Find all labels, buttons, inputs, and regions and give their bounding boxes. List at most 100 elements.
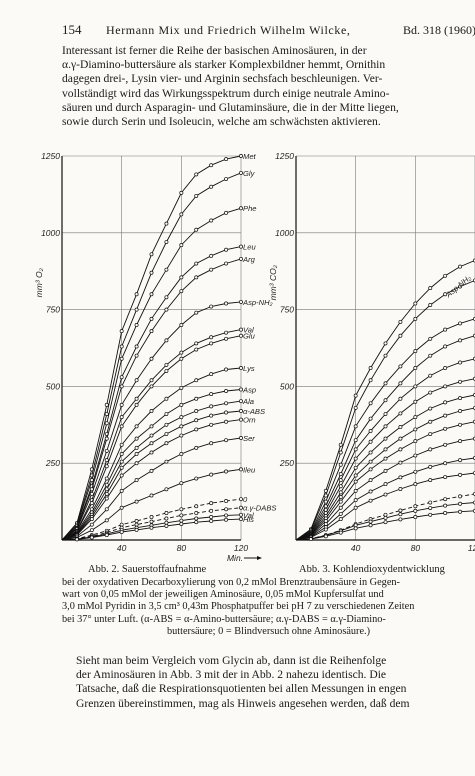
- fig2-data-point: [89, 491, 94, 496]
- fig3-data-point: [368, 517, 373, 522]
- fig2-data-point: [119, 528, 124, 533]
- fig2-data-point: [194, 227, 199, 232]
- fig2-data-point: [74, 530, 79, 535]
- fig2-data-point: [179, 350, 184, 355]
- fig2-data-point: [89, 478, 94, 483]
- fig3-ytick-label: 500: [280, 381, 294, 391]
- fig2-data-point: [134, 378, 139, 383]
- fig2-series-line: [61, 518, 242, 541]
- fig2-data-point: [194, 445, 199, 450]
- fig2-series-label: Ileu: [243, 465, 256, 474]
- fig3-data-point: [308, 530, 313, 535]
- fig3-data-point: [368, 467, 373, 472]
- fig3-data-point: [338, 462, 343, 467]
- fig2-data-point: [119, 415, 124, 420]
- fig2-data-point: [164, 240, 169, 244]
- fig2-data-point: [134, 307, 139, 312]
- paragraph-intro: Interessant ist ferner die Reihe der bas…: [62, 44, 475, 129]
- fig2-data-point: [239, 399, 243, 404]
- fig2-data-point: [89, 535, 94, 540]
- fig3-data-point: [383, 520, 388, 525]
- fig2-series-line: [61, 410, 242, 541]
- fig2-data-point: [209, 267, 214, 272]
- fig2-data-point: [224, 330, 229, 335]
- fig3-data-point: [428, 478, 433, 483]
- fig3-data-point: [368, 416, 373, 421]
- fig2-xtick-label: 40: [117, 543, 127, 553]
- fig2-data-point: [149, 433, 154, 438]
- fig3-data-point: [383, 341, 388, 346]
- fig3-series-line: [295, 335, 475, 541]
- fig2-series-line: [61, 419, 242, 541]
- fig3-series-line: [295, 259, 475, 541]
- fig2-data-point: [209, 519, 214, 523]
- fig2-data-point: [104, 436, 109, 441]
- fig3-data-point: [368, 378, 373, 383]
- fig2-data-point: [164, 412, 169, 416]
- fig2-data-point: [239, 366, 243, 370]
- fig2-data-point: [209, 501, 214, 506]
- fig2-ytick-label: 1250: [41, 151, 60, 161]
- fig2-data-point: [134, 527, 139, 532]
- journal-volume: Bd. 318 (1960): [403, 23, 475, 37]
- fig2-data-point: [119, 384, 124, 389]
- fig2-data-point: [134, 344, 139, 349]
- fig2-data-point: [224, 419, 229, 424]
- fig2-data-point: [224, 261, 229, 266]
- fig2-data-point: [149, 378, 154, 383]
- fig3-data-point: [383, 482, 388, 487]
- fig3-data-point: [413, 508, 418, 513]
- fig2-data-point: [224, 301, 229, 306]
- fig3-data-point: [443, 461, 448, 466]
- fig2-data-point: [164, 362, 169, 367]
- fig2-data-point: [149, 515, 154, 519]
- fig2-data-point: [104, 458, 109, 463]
- fig3-data-point: [323, 488, 328, 493]
- fig3-data-point: [383, 447, 388, 452]
- fig2-data-point: [209, 335, 214, 340]
- fig2-data-point: [119, 402, 124, 407]
- fig3-data-point: [398, 364, 403, 369]
- fig3-ytick-label: 1000: [275, 228, 294, 238]
- fig2-data-point: [209, 253, 214, 258]
- fig3-data-point: [353, 523, 358, 528]
- fig2-data-point: [104, 531, 109, 536]
- fig2-data-point: [89, 510, 94, 515]
- fig3-annotation: Asp-NH₂: [444, 273, 473, 300]
- text-line: α.γ-Diamino-buttersäure als starker Komp…: [62, 58, 386, 72]
- fig3-series-line: [295, 279, 475, 541]
- fig2-data-point: [104, 518, 109, 523]
- fig2-series-label: Asp: [242, 385, 256, 394]
- fig3-data-point: [398, 447, 403, 452]
- fig2-data-point: [164, 523, 169, 528]
- fig3-data-point: [353, 479, 358, 484]
- fig2-data-point: [134, 445, 139, 450]
- fig2-data-point: [89, 522, 94, 527]
- fig3-data-point: [443, 475, 448, 479]
- fig3-data-point: [308, 534, 313, 539]
- fig3-data-point: [308, 533, 313, 538]
- fig2-data-point: [74, 521, 79, 526]
- fig3-series-line: [295, 318, 475, 541]
- fig3-series-line: [295, 438, 475, 541]
- fig2-data-point: [179, 289, 184, 294]
- fig2-series-label: 0: [243, 495, 248, 504]
- fig2-data-point: [134, 478, 139, 483]
- fig3-y-axis-label: mm³ CO₂: [268, 264, 278, 300]
- fig3-series-line: [295, 510, 475, 541]
- fig3-data-point: [368, 519, 373, 524]
- fig2-data-point: [224, 157, 229, 162]
- fig2-data-point: [119, 465, 124, 470]
- fig2-data-point: [194, 341, 199, 346]
- fig3-ytick-label: 1250: [275, 151, 294, 161]
- fig3-data-point: [308, 536, 313, 541]
- fig2-data-point: [224, 513, 229, 518]
- fig3-data-point: [323, 522, 328, 526]
- fig2-data-point: [74, 537, 79, 542]
- fig2-data-point: [134, 461, 139, 466]
- fig2-data-point: [164, 432, 169, 436]
- fig2-data-point: [164, 267, 169, 272]
- text-line: säuren und durch Asparagin- und Glutamin…: [62, 100, 399, 114]
- fig2-data-point: [164, 338, 169, 343]
- fig2-series-line: [61, 498, 242, 541]
